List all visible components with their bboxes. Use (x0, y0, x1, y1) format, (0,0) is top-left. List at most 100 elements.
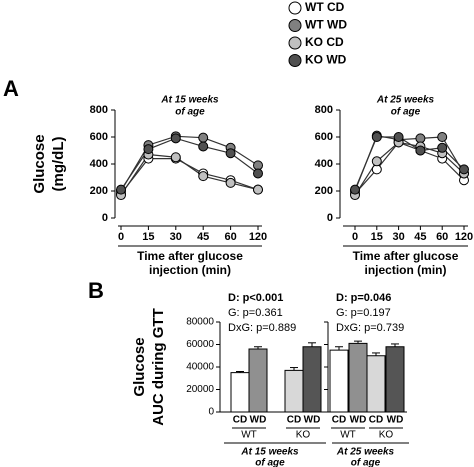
x-tick-label: 60 (224, 231, 236, 243)
subtitle: At 15 weeks (160, 95, 219, 106)
x-tick-label: 30 (170, 231, 182, 243)
y-tick-label: 0 (102, 212, 108, 224)
data-point (225, 148, 236, 159)
legend-label: WT WD (305, 18, 347, 32)
subtitle: of age (351, 458, 381, 467)
x-tick-label: WD (304, 415, 321, 426)
y-axis-label: Glucose (131, 337, 148, 396)
y-tick-label: 400 (315, 158, 333, 170)
data-point (170, 152, 181, 163)
y-tick-label: 80000 (186, 317, 214, 328)
bar (348, 342, 368, 413)
group-label: WT (340, 430, 356, 441)
subtitle: At 15 weeks (240, 447, 299, 458)
x-axis-label: injection (min) (365, 263, 447, 277)
data-point (225, 177, 236, 188)
data-point (198, 171, 209, 182)
x-tick-label: 30 (392, 231, 404, 243)
bar (329, 349, 349, 413)
y-tick-label: 200 (315, 185, 333, 197)
y-tick-label: 200 (90, 185, 108, 197)
bar (230, 372, 250, 413)
data-point (371, 156, 382, 167)
data-point (393, 132, 404, 142)
panel-label: B (88, 278, 104, 303)
stat-text: D: p<0.001 (228, 292, 283, 304)
x-tick-label: CD (369, 415, 383, 426)
group-label: WT (241, 430, 257, 441)
bar (284, 369, 304, 413)
legend-label: KO WD (305, 53, 347, 67)
x-tick-label: WD (387, 415, 404, 426)
bar (385, 346, 405, 413)
y-tick-label: 600 (90, 131, 108, 143)
x-tick-label: 45 (414, 231, 426, 243)
x-tick-label: 0 (352, 231, 358, 243)
legend-marker (288, 1, 302, 15)
x-tick-label: 45 (197, 231, 209, 243)
data-point (437, 132, 448, 142)
x-axis-label: Time after glucose (353, 249, 459, 263)
y-axis-label: Glucose (31, 134, 48, 193)
panel-label: A (3, 76, 19, 101)
subtitle: of age (391, 107, 421, 118)
data-point (116, 184, 126, 195)
bar (366, 355, 386, 413)
data-point (198, 132, 209, 143)
y-axis-label: (mg/dL) (50, 137, 67, 192)
data-point (253, 184, 263, 195)
x-axis-label: injection (min) (149, 263, 231, 277)
series-line (354, 141, 465, 195)
subtitle: At 25 weeks (376, 95, 435, 106)
data-point (143, 144, 154, 155)
x-tick-label: 0 (118, 231, 124, 243)
stat-text: D: p=0.046 (336, 292, 391, 304)
y-tick-label: 60000 (186, 339, 214, 350)
data-point (170, 133, 181, 144)
y-tick-label: 400 (90, 158, 108, 170)
x-tick-label: CD (233, 415, 247, 426)
x-tick-label: CD (287, 415, 301, 426)
y-tick-label: 600 (315, 131, 333, 143)
y-tick-label: 0 (208, 407, 214, 418)
stat-text: G: p=0.361 (228, 307, 283, 319)
x-tick-label: WD (350, 415, 367, 426)
x-tick-label: 15 (142, 231, 154, 243)
series-line (120, 153, 259, 196)
legend-marker (288, 36, 302, 50)
x-tick-label: WD (250, 415, 267, 426)
y-tick-label: 40000 (186, 362, 214, 373)
data-point (437, 142, 448, 153)
legend-marker (288, 54, 302, 67)
y-tick-label: 0 (327, 212, 333, 224)
bar (248, 348, 268, 413)
y-tick-label: 20000 (186, 384, 214, 395)
bar (302, 346, 322, 413)
x-tick-label: 60 (436, 231, 448, 243)
stat-text: DxG: p=0.889 (228, 322, 296, 334)
data-point (253, 168, 263, 179)
legend-marker (288, 19, 302, 32)
x-tick-label: 120 (455, 231, 473, 243)
x-tick-label: 120 (249, 231, 267, 243)
legend-label: KO CD (305, 35, 344, 49)
subtitle: of age (255, 458, 285, 467)
data-point (459, 164, 469, 175)
stat-text: G: p=0.197 (336, 307, 391, 319)
y-tick-label: 800 (90, 104, 108, 116)
legend-label: WT CD (305, 0, 345, 14)
subtitle: of age (175, 107, 205, 118)
group-label: KO (379, 430, 394, 441)
data-point (371, 132, 382, 142)
data-point (198, 141, 209, 152)
group-label: KO (296, 430, 311, 441)
y-tick-label: 800 (315, 104, 333, 116)
x-tick-label: 15 (371, 231, 383, 243)
x-tick-label: CD (332, 415, 346, 426)
data-point (350, 184, 360, 195)
data-point (415, 145, 426, 156)
subtitle: At 25 weeks (336, 447, 395, 458)
x-axis-label: Time after glucose (137, 249, 243, 263)
y-axis-label: AUC during GTT (150, 308, 167, 425)
